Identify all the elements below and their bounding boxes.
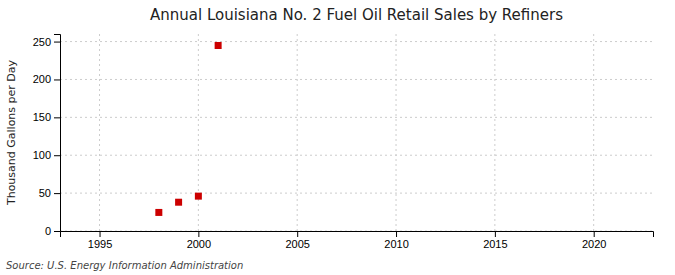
y-tick-mark	[54, 193, 60, 194]
source-annotation: Source: U.S. Energy Information Administ…	[6, 260, 243, 271]
x-tick: 2015	[483, 231, 507, 250]
chart-svg: 1995 2000 2005 2010 2015 2020 0 50 100 150 200 250 A…	[0, 0, 675, 275]
x-tick-label: 2005	[285, 238, 309, 250]
x-tick: 2010	[384, 231, 408, 250]
y-grid-line	[60, 79, 653, 80]
chart-container: 1995 2000 2005 2010 2015 2020 0 50 100 150 200 250 A…	[0, 0, 675, 275]
y-tick: 0	[45, 225, 60, 237]
y-tick-mark	[54, 79, 60, 80]
y-grid-line	[60, 155, 653, 156]
x-tick-label: 1995	[88, 238, 112, 250]
y-tick-label: 0	[45, 225, 51, 237]
point	[175, 199, 182, 206]
x-grid-line	[297, 34, 298, 231]
y-tick-mark	[54, 42, 60, 43]
x-tick-label: 2000	[187, 238, 211, 250]
y-tick: 250	[33, 36, 60, 48]
x-tick-label: 2020	[582, 238, 606, 250]
y-axis-line	[54, 35, 61, 232]
points	[155, 42, 221, 216]
title: Annual Louisiana No. 2 Fuel Oil Retail S…	[150, 6, 563, 24]
x-tick: 2020	[582, 231, 606, 250]
x-tick: 2000	[187, 231, 211, 250]
x-tick: 1995	[88, 231, 112, 250]
y-tick-label: 100	[33, 149, 51, 161]
y-tick-mark	[54, 117, 60, 118]
y-tick-label: 50	[39, 187, 51, 199]
y-tick-label: 200	[33, 73, 51, 85]
x-tick-label: 2010	[384, 238, 408, 250]
y-axis: 0 50 100 150 200 250	[33, 35, 61, 238]
x-tick-label: 2015	[483, 238, 507, 250]
y-grid-line	[60, 117, 653, 118]
point	[155, 209, 162, 216]
x-tick-mark	[396, 231, 397, 237]
x-grid-line	[593, 34, 594, 231]
y-grid-line	[60, 193, 653, 194]
y-tick-label: 150	[33, 111, 51, 123]
x-grid-line	[494, 34, 495, 231]
x-grid-line	[198, 34, 199, 231]
y-tick-mark	[54, 231, 60, 232]
x-axis: 1995 2000 2005 2010 2015 2020	[61, 231, 654, 250]
x-grid-line	[99, 34, 100, 231]
y-tick: 150	[33, 111, 60, 123]
x-axis-line	[61, 232, 654, 238]
y-axis-label: Thousand Gallons per Day	[5, 59, 18, 206]
y-tick-label: 250	[33, 36, 51, 48]
point	[215, 42, 222, 49]
y-tick: 100	[33, 149, 60, 161]
x-tick-mark	[594, 231, 595, 237]
x-tick-mark	[100, 231, 101, 237]
y-tick-mark	[54, 155, 60, 156]
x-tick-mark	[297, 231, 298, 237]
x-grid-line	[396, 34, 397, 231]
y-tick: 200	[33, 73, 60, 85]
y-grid-line	[60, 41, 653, 42]
x-tick-mark	[495, 231, 496, 237]
x-tick: 2005	[285, 231, 309, 250]
point	[195, 193, 202, 200]
grid	[60, 34, 653, 231]
x-tick-mark	[198, 231, 199, 237]
y-tick: 50	[39, 187, 60, 199]
